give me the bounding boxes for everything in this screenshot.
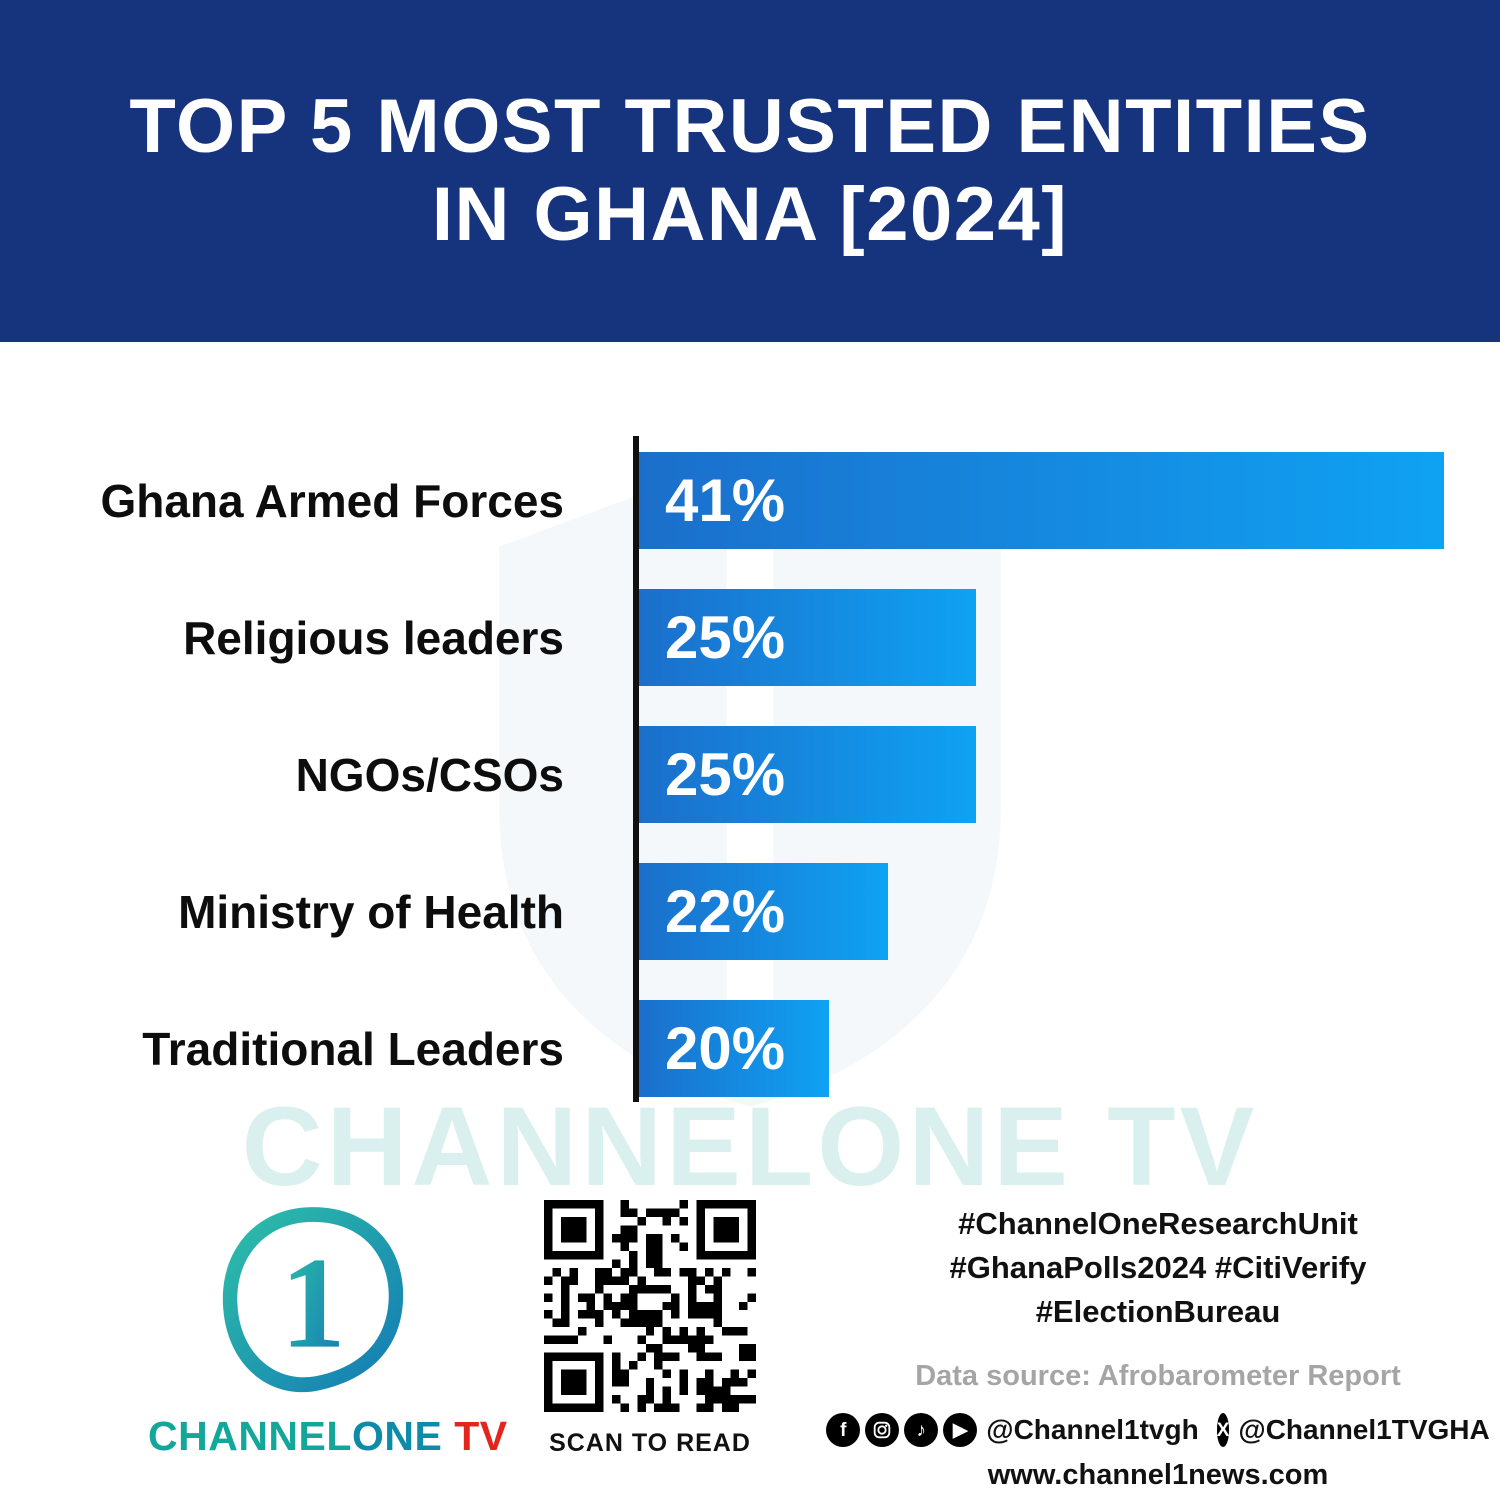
brand-wordmark: CHANNELONE TV <box>148 1413 507 1460</box>
youtube-icon: ▶ <box>943 1413 978 1448</box>
channel-one-logo-icon: 1 <box>222 1207 404 1393</box>
category-label: Traditional Leaders <box>142 1022 564 1075</box>
header-banner: TOP 5 MOST TRUSTED ENTITIES IN GHANA [20… <box>0 0 1500 342</box>
qr-caption: SCAN TO READ <box>549 1429 751 1457</box>
hashtag-line-2: #GhanaPolls2024 #CitiVerify <box>949 1250 1367 1286</box>
bar: 25% <box>639 589 976 686</box>
bar: 25% <box>639 726 976 823</box>
value-label: 25% <box>665 741 786 808</box>
category-label: NGOs/CSOs <box>295 748 564 801</box>
chart-row: Ghana Armed Forces 41% <box>0 452 1500 549</box>
social-row: f ♪ ▶ @Channel1tvgh X @Channel1TVGHA <box>826 1413 1490 1448</box>
social-icon-group: f ♪ ▶ <box>826 1413 978 1448</box>
brand-part-channel: CHANNEL <box>148 1413 352 1459</box>
brand-part-one: ONE <box>351 1413 443 1459</box>
bar-chart-rows: Ghana Armed Forces 41% Religious leaders 25… <box>0 452 1500 1097</box>
facebook-icon: f <box>826 1413 861 1448</box>
instagram-icon <box>865 1413 900 1448</box>
value-label: 20% <box>665 1015 786 1082</box>
brand-part-tv: TV <box>442 1413 508 1459</box>
value-label: 41% <box>665 467 786 534</box>
social-handle-x: @Channel1TVGHA <box>1238 1414 1490 1446</box>
chart-row: Traditional Leaders 20% <box>0 1000 1500 1097</box>
value-label: 22% <box>665 878 786 945</box>
page-title-line1: TOP 5 MOST TRUSTED ENTITIES <box>129 83 1371 169</box>
x-twitter-icon: X <box>1216 1413 1230 1448</box>
logo-numeral: 1 <box>280 1232 345 1376</box>
hashtag-line-1: #ChannelOneResearchUnit <box>958 1206 1358 1241</box>
website-url: www.channel1news.com <box>987 1459 1329 1492</box>
chart-axis <box>633 436 639 1102</box>
category-label: Religious leaders <box>183 611 564 664</box>
brand-watermark: CHANNELONE TV <box>241 1084 1259 1209</box>
social-handle-main: @Channel1tvgh <box>986 1414 1199 1446</box>
data-source: Data source: Afrobarometer Report <box>915 1360 1401 1393</box>
bar-chart: Ghana Armed Forces 41% Religious leaders 25… <box>0 436 1500 1137</box>
value-label: 25% <box>665 604 786 671</box>
category-label: Ghana Armed Forces <box>100 474 564 527</box>
hashtag-line-3: #ElectionBureau <box>1035 1294 1281 1330</box>
chart-row: Religious leaders 25% <box>0 589 1500 686</box>
qr-block: SCAN TO READ <box>540 1200 760 1458</box>
chart-row: NGOs/CSOs 25% <box>0 726 1500 823</box>
footer-info: #ChannelOneResearchUnit #GhanaPolls2024 … <box>826 1202 1490 1492</box>
bar: 41% <box>639 452 1445 549</box>
bar: 22% <box>639 863 888 960</box>
qr-code <box>544 1200 756 1412</box>
logo-block: 1 CHANNELONE TV <box>148 1192 507 1460</box>
bar: 20% <box>639 1000 829 1097</box>
chart-row: Ministry of Health 22% <box>0 863 1500 960</box>
page-title-line2: IN GHANA [2024] <box>431 172 1069 257</box>
tiktok-icon: ♪ <box>904 1413 939 1448</box>
category-label: Ministry of Health <box>178 885 564 938</box>
